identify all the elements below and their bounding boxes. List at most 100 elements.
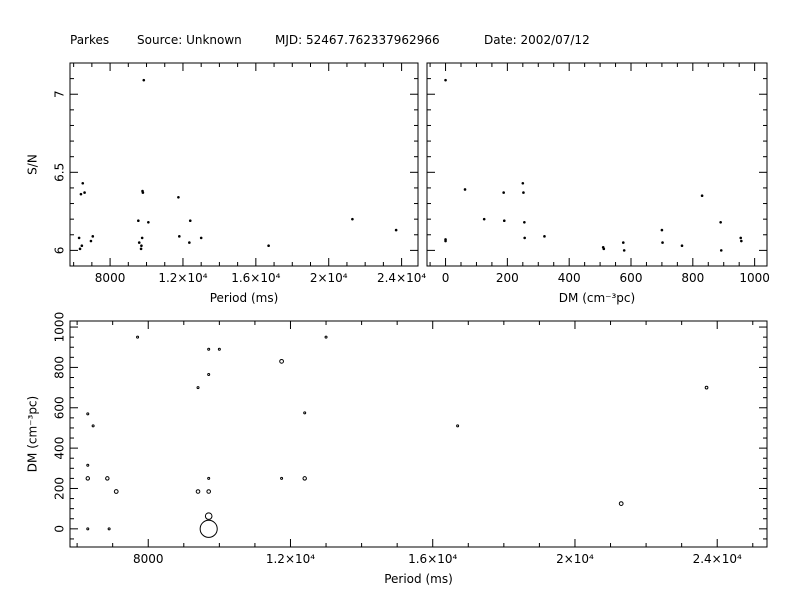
- data-point: [207, 372, 211, 376]
- data-point: [141, 191, 145, 194]
- data-point: [394, 228, 398, 232]
- data-point: [86, 463, 90, 467]
- data-point: [195, 489, 201, 494]
- y-tick-label: 200: [53, 477, 67, 500]
- date-label: Date: 2002/07/12: [484, 33, 590, 47]
- data-point: [502, 219, 506, 223]
- data-point: [80, 244, 84, 247]
- data-point: [199, 519, 218, 538]
- y-tick-label: 7: [53, 90, 67, 98]
- data-point: [137, 241, 141, 244]
- data-point: [280, 476, 284, 480]
- data-point: [85, 476, 91, 481]
- x-axis-label: Period (ms): [210, 291, 279, 305]
- data-point: [351, 217, 354, 221]
- data-point: [482, 217, 486, 221]
- data-point: [206, 489, 211, 494]
- data-point: [136, 335, 140, 339]
- data-point: [660, 228, 664, 232]
- x-tick-label: 400: [558, 271, 581, 285]
- x-tick-label: 2×10⁴: [310, 271, 348, 285]
- data-point: [621, 241, 625, 244]
- data-point: [522, 191, 525, 194]
- data-point: [739, 236, 743, 240]
- y-tick-label: 6.5: [53, 163, 67, 182]
- mjd-label: MJD: 52467.762337962966: [275, 33, 440, 47]
- x-axis-label: DM (cm⁻³pc): [559, 291, 635, 305]
- data-point: [463, 188, 467, 191]
- x-tick-label: 2×10⁴: [556, 552, 594, 566]
- data-point: [139, 247, 143, 251]
- sn-vs-period-plot: 8000 1.2×10⁴ 1.6×10⁴ 2×10⁴ 2.4×10⁴ 6 6.5 7 Perio…: [26, 62, 426, 305]
- dm-vs-period-plot: 8000 1.2×10⁴ 1.6×10⁴ 2×10⁴ 2.4×10⁴ 0 200 400 600…: [26, 312, 768, 586]
- y-tick-label: 600: [53, 396, 67, 419]
- x-tick-label: 800: [681, 271, 704, 285]
- data-point: [196, 386, 200, 390]
- x-tick-label: 8000: [95, 271, 126, 285]
- data-point: [83, 191, 86, 194]
- data-point: [147, 220, 150, 224]
- data-point: [523, 220, 526, 224]
- y-tick-label: 800: [53, 356, 67, 379]
- plot-frame: [69, 320, 768, 548]
- data-point: [444, 78, 447, 82]
- sn-vs-dm-plot: 0 200 400 600 800 1000 DM (cm⁻³pc): [426, 62, 770, 305]
- y-tick-label: 0: [53, 525, 67, 533]
- data-point: [188, 241, 191, 244]
- source-label: Source: Unknown: [137, 33, 242, 47]
- data-point: [77, 236, 81, 240]
- x-tick-label: 1.6×10⁴: [231, 271, 280, 285]
- plot-frame: [426, 62, 768, 267]
- x-tick-label: 2.4×10⁴: [693, 552, 742, 566]
- data-point: [622, 249, 626, 252]
- plot-frame: [69, 62, 419, 267]
- data-point: [444, 239, 447, 243]
- data-point: [302, 476, 307, 481]
- x-tick-label: 600: [620, 271, 643, 285]
- x-tick-label: 1.2×10⁴: [158, 271, 207, 285]
- x-tick-label: 1.6×10⁴: [408, 552, 457, 566]
- data-point: [279, 358, 284, 364]
- data-point: [107, 527, 111, 531]
- data-point: [105, 476, 110, 481]
- data-point: [207, 347, 211, 351]
- data-point: [602, 247, 606, 251]
- data-point: [113, 489, 119, 494]
- x-tick-label: 1.2×10⁴: [266, 552, 315, 566]
- data-point: [86, 412, 90, 416]
- data-point: [188, 219, 192, 223]
- data-point: [199, 236, 203, 240]
- data-point: [523, 236, 526, 240]
- data-point: [704, 385, 709, 390]
- data-point: [86, 527, 90, 531]
- x-tick-label: 1000: [739, 271, 770, 285]
- data-point: [661, 241, 664, 244]
- data-point: [303, 411, 307, 415]
- data-point: [719, 249, 723, 252]
- y-tick-label: 400: [53, 437, 67, 460]
- data-point: [521, 181, 525, 185]
- data-point: [217, 347, 221, 351]
- data-point: [81, 181, 85, 185]
- data-point: [456, 424, 460, 428]
- data-point: [204, 512, 213, 520]
- data-point: [267, 244, 270, 247]
- y-axis-label: DM (cm⁻³pc): [26, 396, 40, 472]
- data-point: [618, 501, 624, 506]
- data-point: [91, 235, 95, 238]
- y-tick-label: 1000: [53, 312, 67, 343]
- data-point: [137, 219, 140, 223]
- data-point: [91, 424, 95, 428]
- data-point: [79, 192, 83, 196]
- data-point: [719, 220, 722, 224]
- x-tick-label: 200: [496, 271, 519, 285]
- telescope-label: Parkes: [70, 33, 110, 47]
- data-point: [89, 239, 93, 243]
- x-axis-label: Period (ms): [384, 572, 453, 586]
- x-tick-label: 0: [442, 271, 450, 285]
- data-point: [177, 195, 180, 199]
- data-point: [502, 191, 505, 194]
- data-point: [207, 476, 211, 480]
- data-point: [178, 235, 181, 238]
